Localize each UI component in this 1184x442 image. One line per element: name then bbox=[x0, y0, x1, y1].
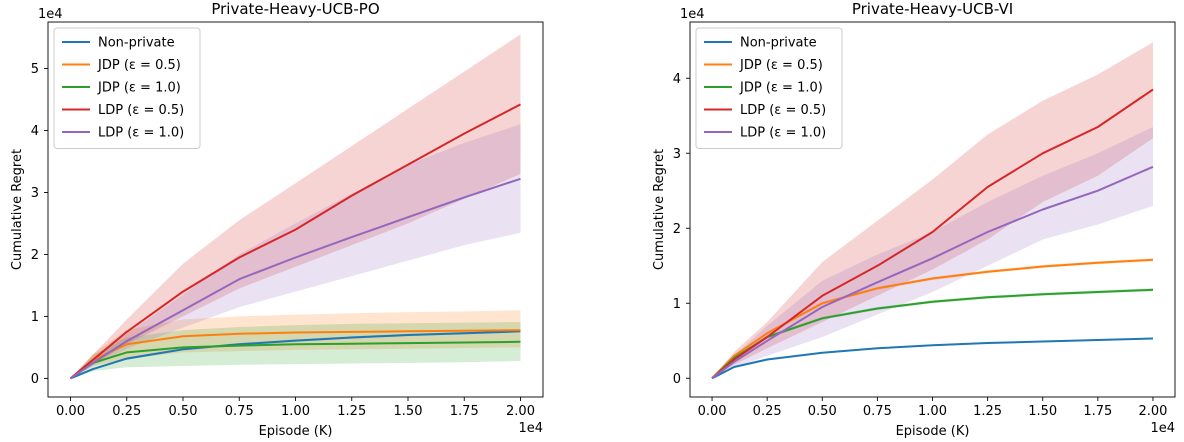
y-tick-label: 0 bbox=[31, 372, 39, 387]
confidence-band-5 bbox=[712, 127, 1153, 379]
x-tick-label: 0.50 bbox=[808, 404, 837, 419]
x-tick-label: 0.25 bbox=[753, 404, 782, 419]
y-multiplier-label: 1e4 bbox=[38, 7, 63, 22]
y-tick-label: 2 bbox=[31, 248, 39, 263]
series-line-4 bbox=[711, 88, 1154, 380]
x-tick-label: 0.50 bbox=[169, 404, 198, 419]
legend-label-1: Non-private bbox=[98, 36, 175, 51]
chart-panel-2: Private-Heavy-UCB-VI 0.00 0.25 0.50 0.75 1.00… bbox=[652, 0, 1176, 439]
y-multiplier-label: 1e4 bbox=[680, 7, 705, 22]
legend-label-2: JDP (ε = 0.5) bbox=[739, 58, 823, 73]
y-tick-label: 4 bbox=[31, 124, 39, 139]
series-line-2 bbox=[711, 258, 1154, 380]
x-tick-label: 1.25 bbox=[337, 404, 366, 419]
x-tick-label: 0.00 bbox=[698, 404, 727, 419]
series-line-3 bbox=[69, 340, 521, 380]
x-tick-label: 1.75 bbox=[450, 404, 479, 419]
y-tick-label: 5 bbox=[31, 62, 39, 77]
legend-label-3: JDP (ε = 1.0) bbox=[97, 81, 181, 96]
x-tick-label: 1.50 bbox=[1028, 404, 1057, 419]
legend-label-4: LDP (ε = 0.5) bbox=[740, 103, 826, 118]
series-line-1 bbox=[70, 330, 521, 380]
x-tick-label: 1.00 bbox=[918, 404, 947, 419]
series-line-5 bbox=[711, 165, 1154, 380]
legend-box bbox=[695, 27, 843, 149]
x-tick-label: 2.00 bbox=[1138, 404, 1167, 419]
x-tick-label: 0.75 bbox=[225, 404, 254, 419]
y-axis-label: Cumulative Regret bbox=[10, 149, 25, 270]
x-tick-label: 2.00 bbox=[506, 404, 535, 419]
chart-panel-1: Private-Heavy-UCB-PO 0.00 0.25 0.50 0.75 1.00… bbox=[10, 0, 544, 439]
x-tick-label: 0.75 bbox=[863, 404, 892, 419]
series-line-4 bbox=[69, 103, 521, 380]
y-tick-label: 1 bbox=[673, 297, 681, 312]
x-axis-label: Episode (K) bbox=[259, 424, 333, 439]
confidence-band-5 bbox=[70, 124, 521, 379]
y-tick-label: 0 bbox=[673, 372, 681, 387]
x-tick-label: 0.25 bbox=[112, 404, 141, 419]
y-tick-label: 3 bbox=[31, 186, 39, 201]
series-line-1 bbox=[711, 337, 1154, 380]
x-multiplier-label: 1e4 bbox=[518, 421, 543, 436]
chart-title: Private-Heavy-UCB-PO bbox=[211, 0, 379, 18]
x-tick-label: 1.50 bbox=[394, 404, 423, 419]
y-tick-label: 2 bbox=[673, 222, 681, 237]
y-tick-label: 1 bbox=[31, 310, 39, 325]
legend-label-2: JDP (ε = 0.5) bbox=[97, 58, 181, 73]
x-tick-label: 1.75 bbox=[1083, 404, 1112, 419]
chart-title: Private-Heavy-UCB-VI bbox=[852, 0, 1013, 18]
legend-label-5: LDP (ε = 1.0) bbox=[740, 126, 826, 141]
legend-box bbox=[53, 27, 201, 149]
x-tick-label: 0.00 bbox=[56, 404, 85, 419]
legend-label-5: LDP (ε = 1.0) bbox=[98, 126, 184, 141]
y-tick-label: 4 bbox=[673, 72, 681, 87]
y-axis-label: Cumulative Regret bbox=[652, 149, 667, 270]
x-multiplier-label: 1e4 bbox=[1150, 421, 1175, 436]
legend-label-3: JDP (ε = 1.0) bbox=[739, 81, 823, 96]
confidence-band-4 bbox=[712, 42, 1153, 379]
legend-label-4: LDP (ε = 0.5) bbox=[98, 103, 184, 118]
series-line-5 bbox=[69, 177, 521, 380]
y-tick-label: 3 bbox=[673, 147, 681, 162]
x-axis-label: Episode (K) bbox=[896, 424, 970, 439]
x-tick-label: 1.00 bbox=[281, 404, 310, 419]
x-tick-label: 1.25 bbox=[973, 404, 1002, 419]
legend-label-1: Non-private bbox=[740, 36, 817, 51]
